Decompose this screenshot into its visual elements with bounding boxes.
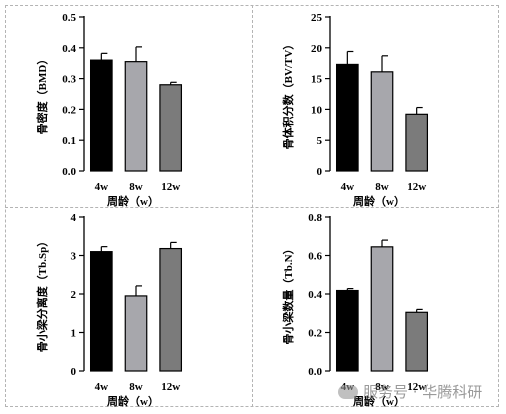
panel-divider-vertical <box>252 5 253 407</box>
x-tick-label: 8w <box>129 181 143 193</box>
y-tick-label: 10 <box>311 104 323 116</box>
y-tick-label: 0.3 <box>62 74 76 86</box>
bar-12w <box>159 84 183 172</box>
x-axis-title: 周龄（w） <box>353 394 405 408</box>
y-tick-label: 3 <box>71 251 77 263</box>
y-tick-label: 0 <box>317 166 323 178</box>
x-tick-label: 8w <box>375 181 389 193</box>
y-tick-label: 0.0 <box>308 366 322 378</box>
bar-4w <box>335 289 359 372</box>
watermark: 服务号 · 华腾科研 <box>338 381 482 402</box>
bar-8w <box>124 295 148 372</box>
bar-4w <box>335 63 359 172</box>
y-tick-label: 4 <box>71 212 77 224</box>
y-tick-label: 1 <box>71 328 77 340</box>
x-tick-label: 4w <box>341 181 355 193</box>
watermark-text: 服务号 · 华腾科研 <box>363 383 483 401</box>
y-tick-label: 0.1 <box>62 135 76 147</box>
x-tick-label: 8w <box>375 381 389 393</box>
y-tick-label: 0.0 <box>62 166 76 178</box>
bar-12w <box>405 113 429 172</box>
x-tick-label: 12w <box>407 381 426 393</box>
x-tick-label: 12w <box>161 381 180 393</box>
y-ticks: 0 5 10 15 20 25 <box>311 12 330 178</box>
y-axis-title: 骨小梁分离度（Tb.Sp） <box>35 236 49 352</box>
y-tick-label: 20 <box>311 43 323 55</box>
x-tick-label: 12w <box>161 181 180 193</box>
y-tick-label: 0.8 <box>308 212 322 224</box>
y-tick-label: 0.6 <box>308 251 322 263</box>
y-tick-label: 0.2 <box>308 328 322 340</box>
x-tick-label: 12w <box>407 181 426 193</box>
x-axis-title: 周龄（w） <box>353 194 405 208</box>
y-tick-label: 0.5 <box>62 12 76 24</box>
y-tick-label: 5 <box>317 135 323 147</box>
bar-12w <box>159 247 183 372</box>
x-tick-label: 4w <box>95 381 109 393</box>
y-tick-label: 0.4 <box>62 43 76 55</box>
y-axis-title: 骨密度（BMD） <box>35 54 49 135</box>
plot-area: 0.00.20.40.60.84w8w12w周龄（w）骨小梁数量（Tb.N） <box>281 212 429 408</box>
y-ticks: 0.0 0.2 0.4 0.6 0.8 <box>308 212 330 378</box>
bar-12w <box>405 311 429 372</box>
bar-4w <box>89 251 113 372</box>
y-tick-label: 0 <box>71 366 77 378</box>
bar-8w <box>124 61 148 172</box>
y-axis-title: 骨体积分数（BV/TV） <box>281 39 295 150</box>
y-ticks: 0.0 0.1 0.2 0.3 0.4 0.5 <box>62 12 84 178</box>
x-tick-label: 4w <box>95 181 109 193</box>
x-axis-title: 周龄（w） <box>107 394 159 408</box>
bar-8w <box>370 71 394 172</box>
y-tick-label: 25 <box>311 12 323 24</box>
panel-divider-horizontal <box>5 207 499 208</box>
chart-tb-n: 0.00.20.40.60.84w8w12w周龄（w）骨小梁数量（Tb.N） <box>281 212 429 408</box>
y-tick-label: 2 <box>71 289 77 301</box>
x-axis-title: 周龄（w） <box>107 194 159 208</box>
y-tick-label: 0.4 <box>308 289 322 301</box>
y-ticks: 0 1 2 3 4 <box>71 212 84 378</box>
bar-4w <box>89 59 113 172</box>
y-tick-label: 0.2 <box>62 104 76 116</box>
y-axis-title: 骨小梁数量（Tb.N） <box>281 243 295 344</box>
x-tick-label: 8w <box>129 381 143 393</box>
bar-8w <box>370 246 394 372</box>
wechat-icon <box>338 385 358 399</box>
y-tick-label: 15 <box>311 74 323 86</box>
